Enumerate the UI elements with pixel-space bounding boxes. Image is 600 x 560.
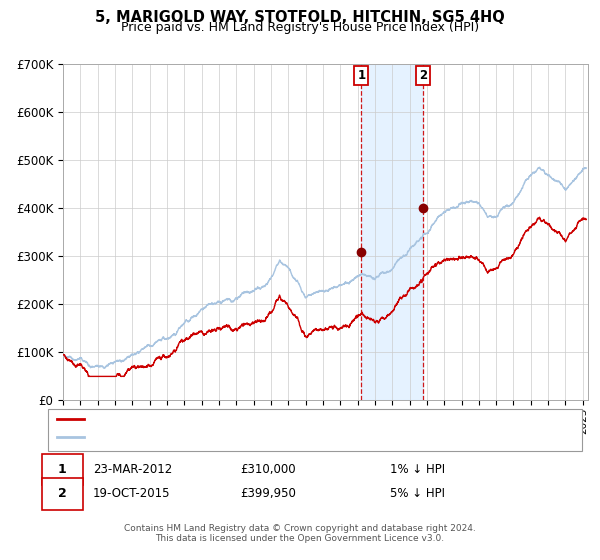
Text: 5, MARIGOLD WAY, STOTFOLD, HITCHIN, SG5 4HQ: 5, MARIGOLD WAY, STOTFOLD, HITCHIN, SG5 … <box>95 10 505 25</box>
Text: 19-OCT-2015: 19-OCT-2015 <box>93 487 170 501</box>
Text: Price paid vs. HM Land Registry's House Price Index (HPI): Price paid vs. HM Land Registry's House … <box>121 21 479 34</box>
Text: 1% ↓ HPI: 1% ↓ HPI <box>390 463 445 476</box>
Text: 2: 2 <box>419 69 427 82</box>
Text: Contains HM Land Registry data © Crown copyright and database right 2024.: Contains HM Land Registry data © Crown c… <box>124 524 476 533</box>
Text: 1: 1 <box>58 463 67 476</box>
Text: 1: 1 <box>358 69 365 82</box>
Text: £310,000: £310,000 <box>240 463 296 476</box>
Bar <box>361 64 424 400</box>
Text: This data is licensed under the Open Government Licence v3.0.: This data is licensed under the Open Gov… <box>155 534 445 543</box>
Text: HPI: Average price, detached house, Central Bedfordshire: HPI: Average price, detached house, Cent… <box>91 432 392 442</box>
Text: £399,950: £399,950 <box>240 487 296 501</box>
Text: 5, MARIGOLD WAY, STOTFOLD, HITCHIN, SG5 4HQ (detached house): 5, MARIGOLD WAY, STOTFOLD, HITCHIN, SG5 … <box>91 414 446 423</box>
Text: 5% ↓ HPI: 5% ↓ HPI <box>390 487 445 501</box>
Text: 2: 2 <box>58 487 67 501</box>
Text: 23-MAR-2012: 23-MAR-2012 <box>93 463 172 476</box>
